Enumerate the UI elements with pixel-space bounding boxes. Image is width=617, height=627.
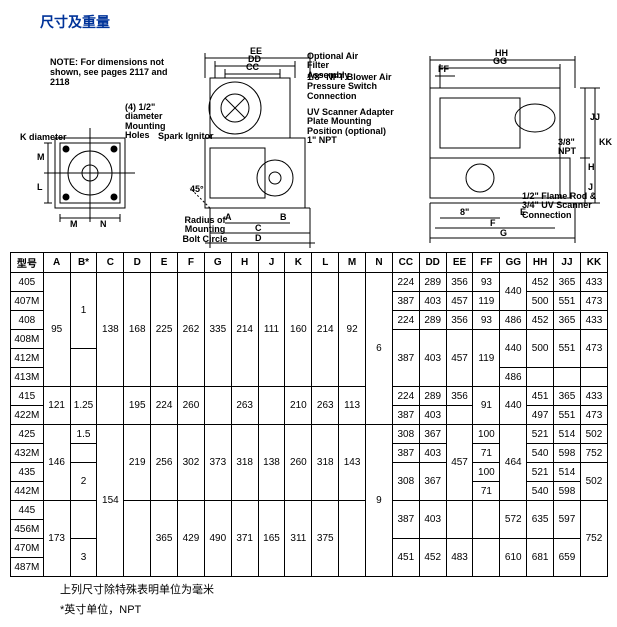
dim-H: H bbox=[588, 163, 595, 172]
spark-label: Spark Ignitor bbox=[158, 132, 214, 141]
col-DD: DD bbox=[419, 253, 446, 273]
col-M: M bbox=[339, 253, 366, 273]
footnote-1: 上列尺寸除特殊表明单位为毫米 bbox=[60, 581, 607, 597]
dim-D: D bbox=[255, 234, 262, 243]
dim-JJ: JJ bbox=[590, 113, 600, 122]
col-E: E bbox=[151, 253, 178, 273]
dim-G: G bbox=[500, 229, 507, 238]
col-F: F bbox=[178, 253, 205, 273]
dimensions-table: 型号AB*CDEFGHJKLMNCCDDEEFFGGHHJJKK 4059511… bbox=[10, 252, 608, 577]
note-text: NOTE: For dimensions not shown, see page… bbox=[50, 58, 170, 88]
footnote-2: *英寸单位，NPT bbox=[60, 601, 607, 617]
col-D: D bbox=[124, 253, 151, 273]
table-row: 4059511381682252623352141111602149262242… bbox=[11, 273, 608, 292]
dim-B: B bbox=[280, 213, 287, 222]
col-L: L bbox=[312, 253, 339, 273]
diagram: NOTE: For dimensions not shown, see page… bbox=[10, 38, 605, 248]
col-J: J bbox=[258, 253, 285, 273]
col-KK: KK bbox=[580, 253, 607, 273]
col-C: C bbox=[97, 253, 124, 273]
dim-M-bot: M bbox=[70, 220, 78, 229]
angle45-label: 45° bbox=[190, 185, 204, 194]
table-row: 4251461.51542192563023733181382603181439… bbox=[11, 425, 608, 444]
flame-rod-label: 1/2" Flame Rod & 3/4" UV Scanner Connect… bbox=[522, 192, 597, 220]
col-GG: GG bbox=[500, 253, 527, 273]
dim-CC: CC bbox=[246, 63, 259, 72]
col-A: A bbox=[43, 253, 70, 273]
dim-N-bot: N bbox=[100, 220, 107, 229]
col-G: G bbox=[204, 253, 231, 273]
col-HH: HH bbox=[527, 253, 554, 273]
dim-F: F bbox=[490, 219, 496, 228]
dim-M-left: M bbox=[37, 153, 45, 162]
col-EE: EE bbox=[446, 253, 473, 273]
col-型号: 型号 bbox=[11, 253, 44, 273]
npt38-label: 3/8" NPT bbox=[558, 138, 583, 157]
col-FF: FF bbox=[473, 253, 500, 273]
dim-FF: FF bbox=[438, 65, 449, 74]
npt18-label: 1/8" NPT Blower Air Pressure Switch Conn… bbox=[307, 73, 392, 101]
dim-GG: GG bbox=[493, 57, 507, 66]
dim-8: 8" bbox=[460, 208, 469, 217]
page-title: 尺寸及重量 bbox=[40, 12, 607, 32]
col-N: N bbox=[366, 253, 393, 273]
table-row: 4151211.25195224260263210263113224289356… bbox=[11, 387, 608, 406]
col-K: K bbox=[285, 253, 312, 273]
col-H: H bbox=[231, 253, 258, 273]
radius-label: Radius of Mounting Bolt Circle bbox=[180, 216, 230, 244]
k-diameter-label: K diameter bbox=[20, 133, 67, 142]
dim-E: E bbox=[520, 208, 526, 217]
col-JJ: JJ bbox=[554, 253, 581, 273]
dim-KK: KK bbox=[599, 138, 612, 147]
dim-A: A bbox=[225, 213, 232, 222]
col-B*: B* bbox=[70, 253, 97, 273]
uv-adapter-label: UV Scanner Adapter Plate Mounting Positi… bbox=[307, 108, 397, 146]
dim-L-left: L bbox=[37, 183, 43, 192]
col-CC: CC bbox=[392, 253, 419, 273]
